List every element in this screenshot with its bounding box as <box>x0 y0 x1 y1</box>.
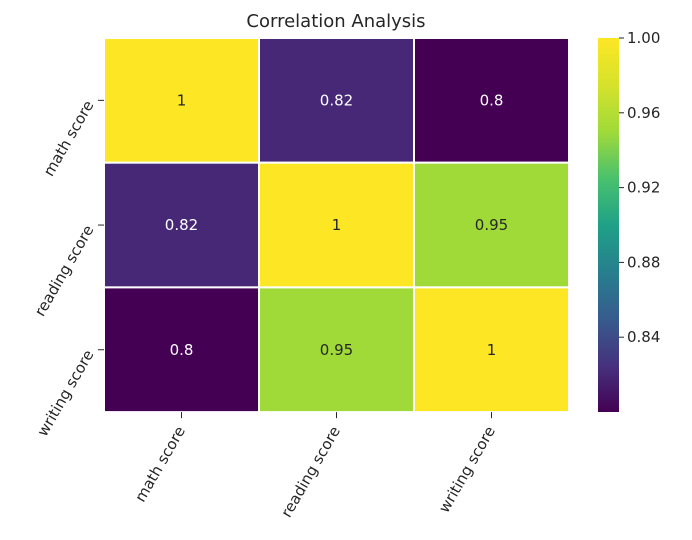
cell-value-label: 0.8 <box>480 91 504 109</box>
heatmap-cell-math-score-writing-score <box>413 37 570 164</box>
x-tick-label-reading-score: reading score <box>277 423 344 520</box>
cell-value-label: 1 <box>332 216 342 234</box>
cell-value-label: 0.8 <box>170 341 194 359</box>
heatmap-cell-writing-score-math-score <box>103 286 260 414</box>
x-tick-label-math-score: math score <box>131 423 189 505</box>
colorbar-tick-label: 0.96 <box>627 104 660 122</box>
heatmap-cell-writing-score-reading-score <box>258 286 415 414</box>
heatmap-cell-reading-score-writing-score <box>413 161 570 289</box>
y-axis: math score reading score writing score <box>31 97 104 440</box>
cell-value-label: 0.82 <box>165 216 198 234</box>
cell-value-label: 0.95 <box>475 216 508 234</box>
heatmap-cell-math-score-reading-score <box>258 37 415 164</box>
heatmap-cell-writing-score-writing-score <box>413 286 570 414</box>
cell-value-label: 1 <box>487 341 497 359</box>
heatmap-cells: 1 0.82 0.8 0.82 1 0.95 0.8 0.95 1 <box>103 37 570 414</box>
y-tick-label-reading-score: reading score <box>31 222 98 319</box>
y-tick-label-writing-score: writing score <box>33 347 97 440</box>
colorbar: 1.00 0.96 0.92 0.88 0.84 <box>598 29 660 412</box>
cell-value-label: 0.95 <box>320 341 353 359</box>
cell-value-label: 1 <box>177 91 187 109</box>
x-tick-label-writing-score: writing score <box>435 423 499 516</box>
heatmap-cell-math-score-math-score <box>103 37 260 164</box>
cell-value-label: 0.82 <box>320 91 353 109</box>
x-axis: math score reading score writing score <box>131 412 499 520</box>
heatmap-cell-reading-score-math-score <box>103 161 260 289</box>
colorbar-tick-label: 0.84 <box>627 328 660 346</box>
chart-title: Correlation Analysis <box>246 11 425 32</box>
y-tick-label-math-score: math score <box>40 97 98 179</box>
colorbar-tick-label: 0.88 <box>627 253 660 271</box>
colorbar-tick-label: 1.00 <box>627 29 660 47</box>
colorbar-tick-label: 0.92 <box>627 179 660 197</box>
colorbar-gradient <box>598 38 619 412</box>
